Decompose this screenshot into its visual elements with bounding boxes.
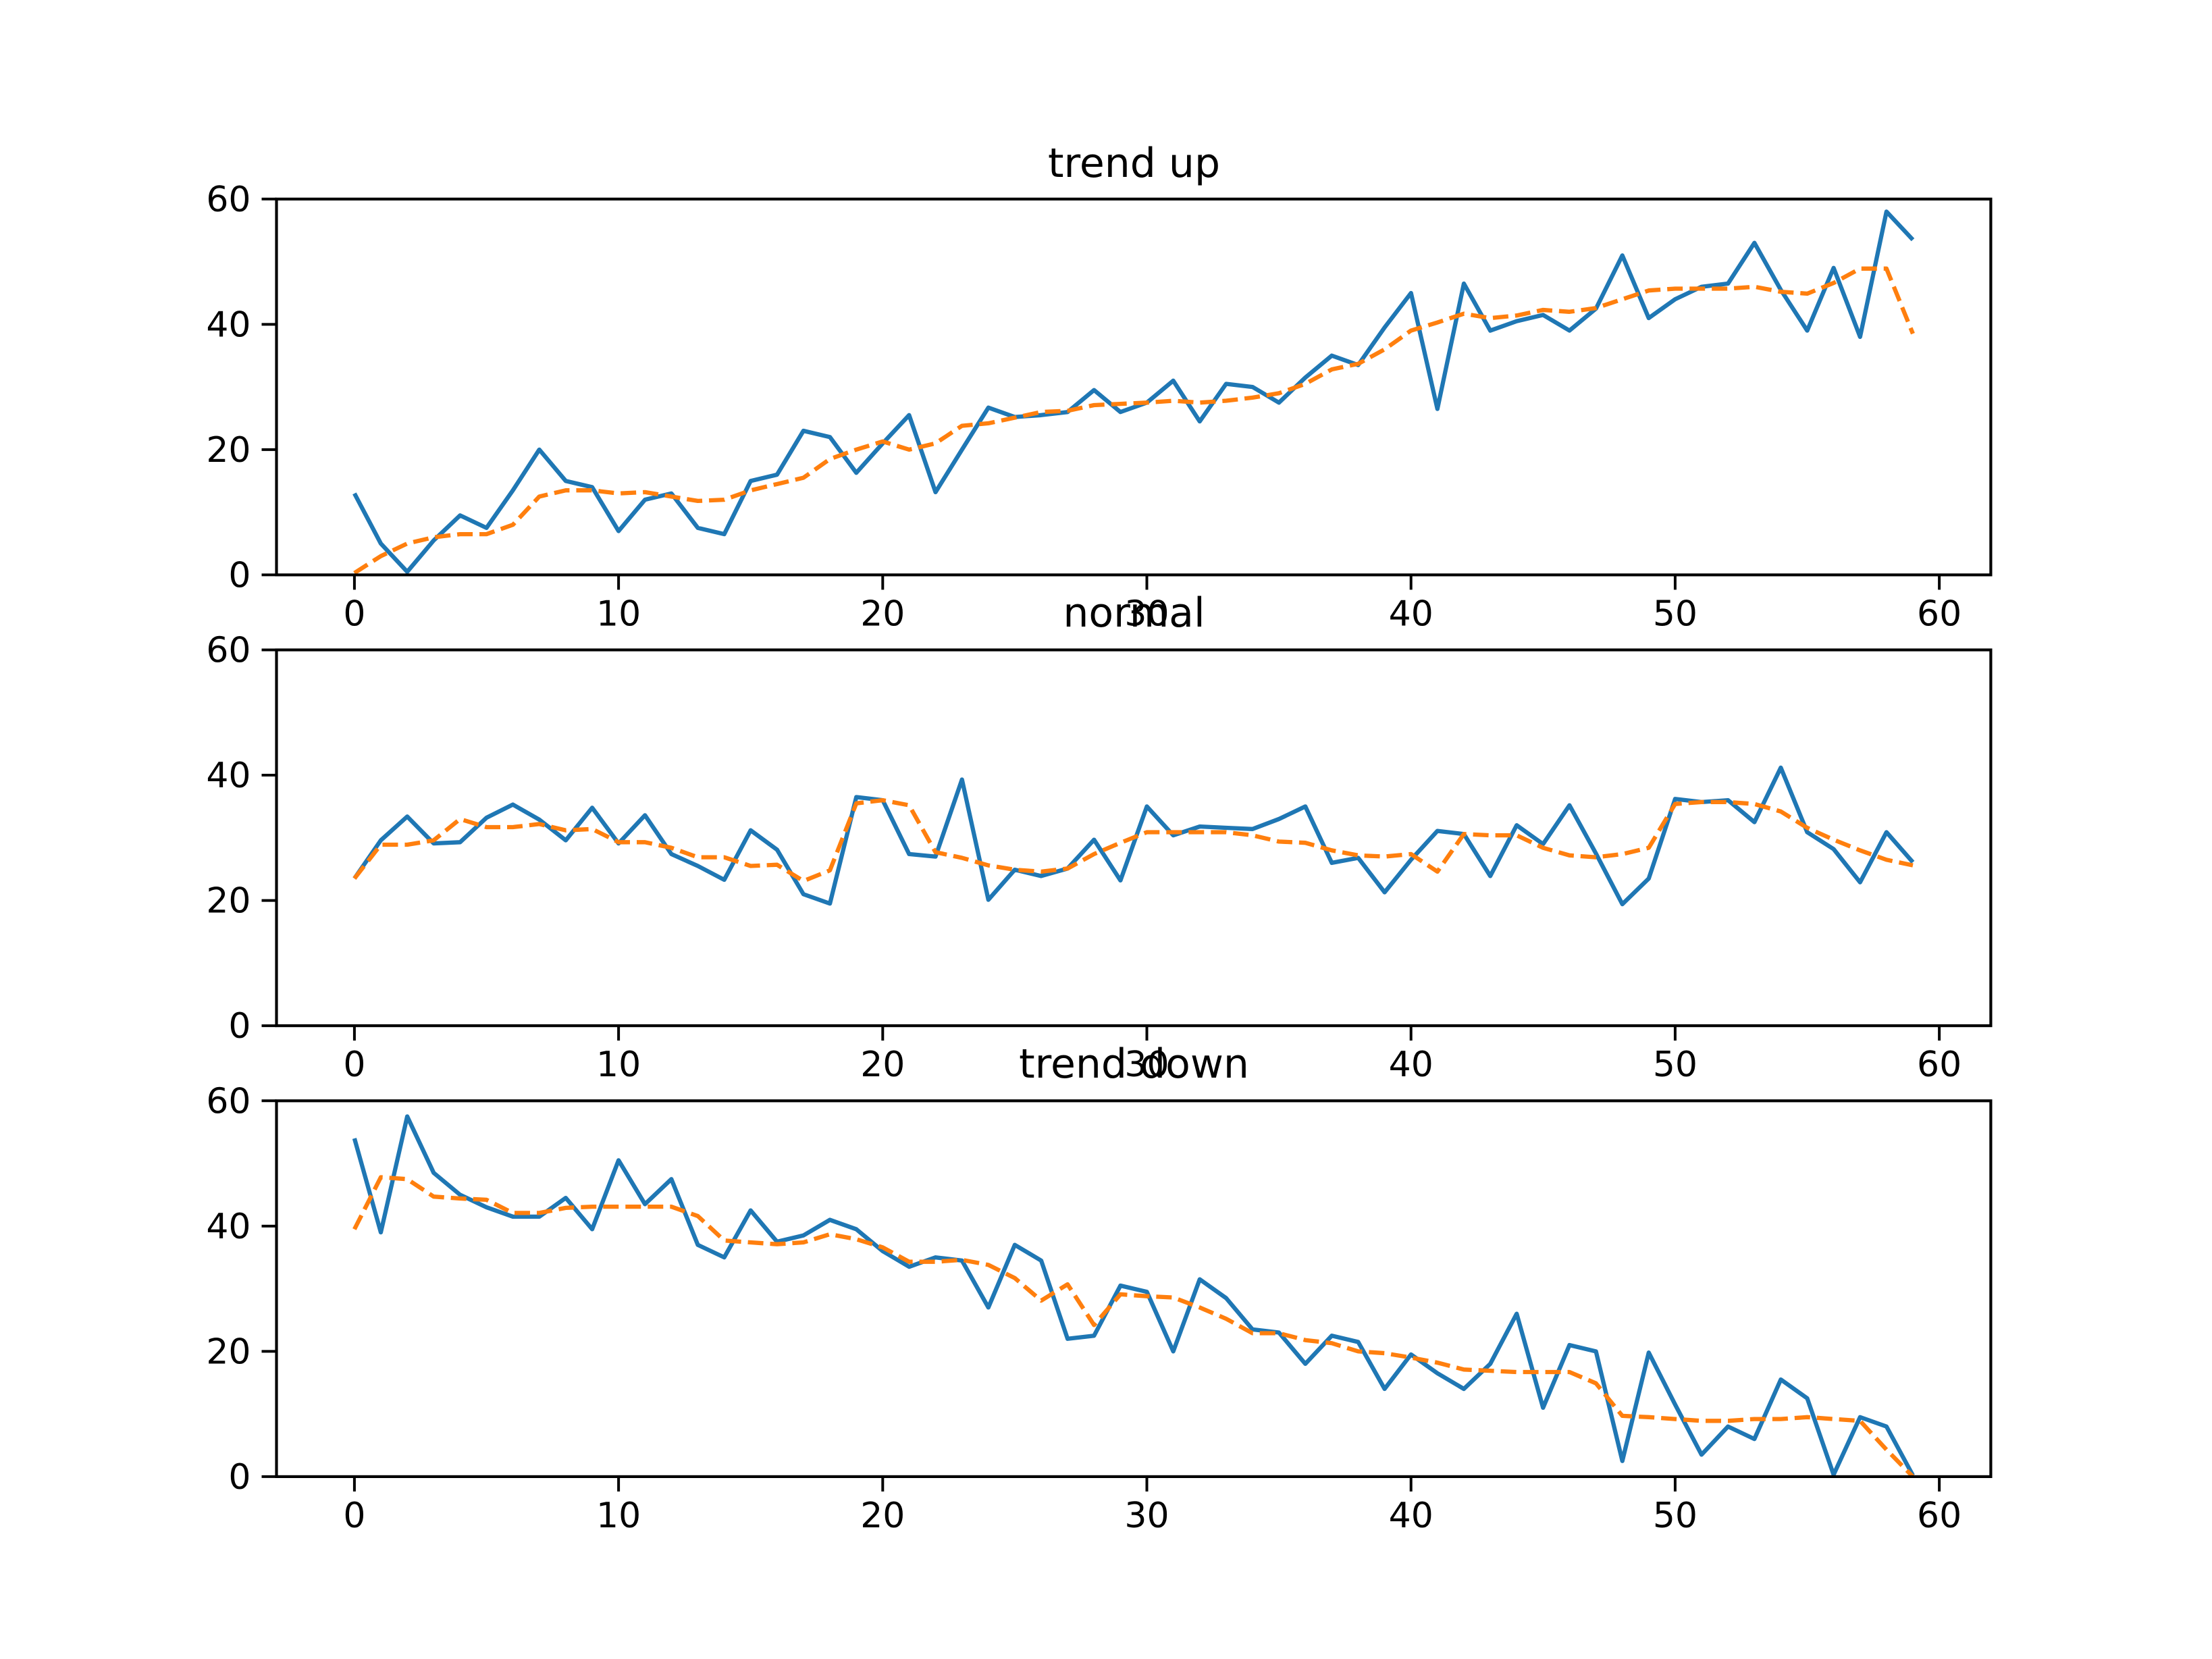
x-tick-label: 10 <box>596 1045 641 1085</box>
x-tick-label: 40 <box>1389 1045 1433 1085</box>
subplot-normal: 0 10 20 30 40 50 60 0 20 40 60 <box>206 631 1993 1085</box>
axes-spines <box>275 1099 1993 1479</box>
x-tick-label: 0 <box>343 1496 365 1536</box>
x-tick-label: 40 <box>1389 594 1433 634</box>
plot-title-trend-down: trend down <box>1019 1041 1249 1088</box>
smoothed-line <box>352 797 1914 883</box>
axes-spines <box>275 648 1993 1028</box>
y-tick-label: 60 <box>206 1081 251 1122</box>
y-tick-label: 20 <box>206 430 251 471</box>
smoothed-line <box>352 1175 1915 1479</box>
axes-spines <box>275 197 1993 577</box>
x-tick-label: 20 <box>860 594 905 634</box>
raw-line <box>352 1114 1915 1477</box>
y-tick-label: 0 <box>228 555 251 596</box>
y-tick-label: 40 <box>206 756 251 796</box>
raw-line <box>352 765 1915 907</box>
x-tick-label: 10 <box>596 594 641 634</box>
x-tick-label: 0 <box>343 594 365 634</box>
y-tick-label: 40 <box>206 1207 251 1247</box>
x-tick-label: 10 <box>596 1496 641 1536</box>
x-tick-label: 30 <box>1124 1045 1169 1085</box>
y-tick-label: 40 <box>206 305 251 345</box>
plot-title-normal: normal <box>1063 589 1205 637</box>
x-tick-label: 50 <box>1653 1496 1697 1536</box>
x-tick-label: 0 <box>343 1045 365 1085</box>
y-tick-label: 0 <box>228 1457 251 1498</box>
y-tick-label: 60 <box>206 180 251 220</box>
subplot-trend-up: 0 10 20 30 40 50 60 0 20 40 60 <box>206 180 1993 634</box>
x-tick-label: 30 <box>1124 1496 1169 1536</box>
x-tick-label: 40 <box>1389 1496 1433 1536</box>
x-tick-label: 30 <box>1124 594 1169 634</box>
x-tick-label: 60 <box>1917 594 1961 634</box>
y-tick-label: 20 <box>206 1332 251 1372</box>
subplot-trend-down: 0 10 20 30 40 50 60 0 20 40 60 <box>206 1081 1993 1536</box>
x-tick-label: 60 <box>1917 1496 1961 1536</box>
y-tick-label: 20 <box>206 881 251 922</box>
plot-title-trend-up: trend up <box>1047 140 1221 187</box>
smoothed-line <box>353 266 1915 575</box>
x-tick-label: 20 <box>860 1496 905 1536</box>
x-tick-label: 60 <box>1917 1045 1961 1085</box>
x-tick-label: 50 <box>1653 1045 1697 1085</box>
x-tick-label: 20 <box>860 1045 905 1085</box>
x-tick-label: 50 <box>1653 594 1697 634</box>
y-tick-label: 60 <box>206 631 251 671</box>
raw-line <box>352 209 1915 574</box>
y-tick-label: 0 <box>228 1006 251 1047</box>
